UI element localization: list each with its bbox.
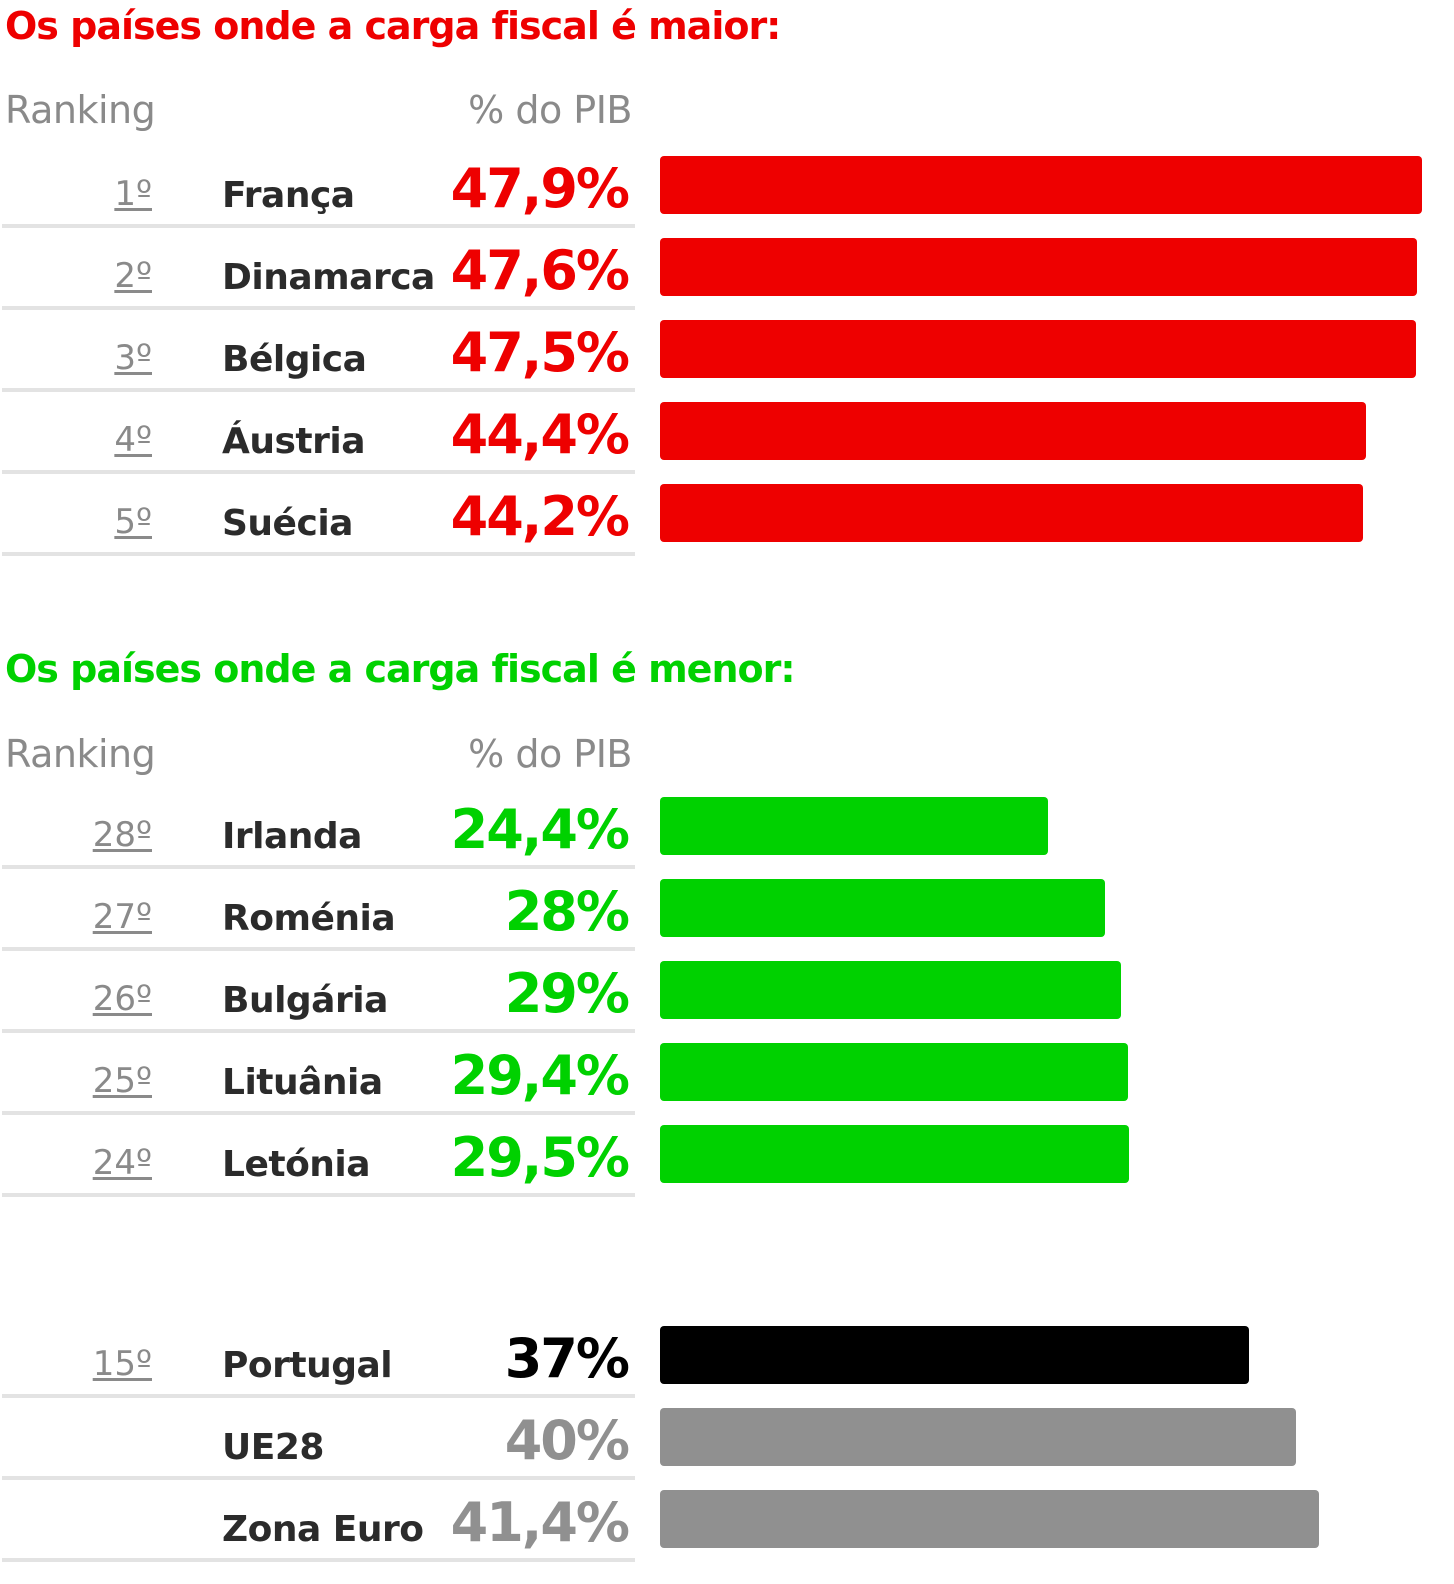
rank-label: 1º bbox=[0, 174, 152, 214]
rank-text: 24º bbox=[92, 1143, 152, 1183]
value-label: 47,5% bbox=[450, 321, 630, 384]
bar bbox=[660, 156, 1422, 214]
row-separator bbox=[2, 1476, 635, 1480]
chart-row: 15º Portugal 37% bbox=[0, 1316, 1454, 1398]
top-ranking-header: Ranking bbox=[5, 88, 156, 132]
rank-label: 5º bbox=[0, 502, 152, 542]
bar bbox=[660, 1043, 1128, 1101]
country-label: Lituânia bbox=[222, 1062, 383, 1103]
chart-row: 3º Bélgica 47,5% bbox=[0, 310, 1454, 392]
rank-text: 2º bbox=[114, 256, 152, 296]
chart-row: 4º Áustria 44,4% bbox=[0, 392, 1454, 474]
chart-row: 24º Letónia 29,5% bbox=[0, 1115, 1454, 1197]
value-label: 47,6% bbox=[450, 239, 630, 302]
rank-label: 3º bbox=[0, 338, 152, 378]
country-label: UE28 bbox=[222, 1427, 324, 1468]
row-separator bbox=[2, 1029, 635, 1033]
rank-text: 25º bbox=[92, 1061, 152, 1101]
rank-text: 28º bbox=[92, 815, 152, 855]
country-label: França bbox=[222, 175, 355, 216]
value-label: 44,2% bbox=[450, 485, 630, 548]
row-separator bbox=[2, 388, 635, 392]
rank-text: 5º bbox=[114, 502, 152, 542]
bar bbox=[660, 879, 1105, 937]
rank-text: 26º bbox=[92, 979, 152, 1019]
country-label: Roménia bbox=[222, 898, 396, 939]
row-separator bbox=[2, 1558, 635, 1562]
chart-row: 2º Dinamarca 47,6% bbox=[0, 228, 1454, 310]
top-pct-header: % do PIB bbox=[468, 88, 632, 132]
chart-row: 26º Bulgária 29% bbox=[0, 951, 1454, 1033]
chart-row: 28º Irlanda 24,4% bbox=[0, 787, 1454, 869]
rank-label: 15º bbox=[0, 1344, 152, 1384]
bottom-ranking-header: Ranking bbox=[5, 732, 156, 776]
bar bbox=[660, 1490, 1319, 1548]
country-label: Irlanda bbox=[222, 816, 362, 857]
rank-label: 26º bbox=[0, 979, 152, 1019]
rank-text: 4º bbox=[114, 420, 152, 460]
bottom-section-title: Os países onde a carga fiscal é menor: bbox=[5, 647, 796, 691]
country-label: Portugal bbox=[222, 1345, 393, 1386]
chart-row: UE28 40% bbox=[0, 1398, 1454, 1480]
chart-row: Zona Euro 41,4% bbox=[0, 1480, 1454, 1562]
bar bbox=[660, 238, 1417, 296]
country-label: Áustria bbox=[222, 421, 366, 462]
rank-label: 4º bbox=[0, 420, 152, 460]
row-separator bbox=[2, 947, 635, 951]
rank-label: 28º bbox=[0, 815, 152, 855]
row-separator bbox=[2, 552, 635, 556]
bar bbox=[660, 797, 1048, 855]
row-separator bbox=[2, 865, 635, 869]
value-label: 41,4% bbox=[450, 1491, 630, 1554]
chart-row: 1º França 47,9% bbox=[0, 146, 1454, 228]
value-label: 47,9% bbox=[450, 157, 630, 220]
value-label: 37% bbox=[504, 1327, 630, 1390]
bar bbox=[660, 402, 1366, 460]
chart-row: 27º Roménia 28% bbox=[0, 869, 1454, 951]
rank-text: 1º bbox=[114, 174, 152, 214]
bar bbox=[660, 961, 1121, 1019]
row-separator bbox=[2, 1394, 635, 1398]
row-separator bbox=[2, 1111, 635, 1115]
bar bbox=[660, 484, 1363, 542]
row-separator bbox=[2, 470, 635, 474]
country-label: Bulgária bbox=[222, 980, 388, 1021]
bottom-pct-header: % do PIB bbox=[468, 732, 632, 776]
value-label: 28% bbox=[504, 880, 630, 943]
bar bbox=[660, 320, 1416, 378]
row-separator bbox=[2, 306, 635, 310]
rank-label: 2º bbox=[0, 256, 152, 296]
value-label: 24,4% bbox=[450, 798, 630, 861]
value-label: 29,5% bbox=[450, 1126, 630, 1189]
chart-row: 25º Lituânia 29,4% bbox=[0, 1033, 1454, 1115]
bar bbox=[660, 1408, 1296, 1466]
rank-label: 27º bbox=[0, 897, 152, 937]
bar bbox=[660, 1125, 1129, 1183]
value-label: 29,4% bbox=[450, 1044, 630, 1107]
value-label: 29% bbox=[504, 962, 630, 1025]
rank-label: 24º bbox=[0, 1143, 152, 1183]
top-section-title: Os países onde a carga fiscal é maior: bbox=[5, 4, 781, 48]
country-label: Suécia bbox=[222, 503, 353, 544]
country-label: Zona Euro bbox=[222, 1509, 424, 1550]
country-label: Bélgica bbox=[222, 339, 367, 380]
value-label: 44,4% bbox=[450, 403, 630, 466]
value-label: 40% bbox=[504, 1409, 630, 1472]
rank-label: 25º bbox=[0, 1061, 152, 1101]
rank-text: 27º bbox=[92, 897, 152, 937]
country-label: Letónia bbox=[222, 1144, 371, 1185]
country-label: Dinamarca bbox=[222, 257, 435, 298]
rank-text: 3º bbox=[114, 338, 152, 378]
bar bbox=[660, 1326, 1249, 1384]
chart-row: 5º Suécia 44,2% bbox=[0, 474, 1454, 556]
rank-text: 15º bbox=[92, 1344, 152, 1384]
row-separator bbox=[2, 1193, 635, 1197]
row-separator bbox=[2, 224, 635, 228]
